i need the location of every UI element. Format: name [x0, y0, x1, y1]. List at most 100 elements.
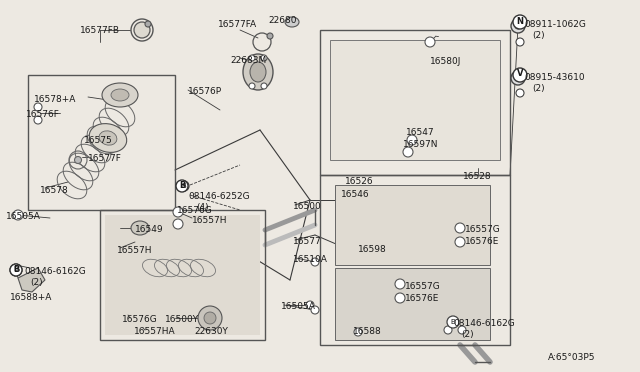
- Text: 16580J: 16580J: [430, 57, 461, 66]
- Circle shape: [516, 89, 524, 97]
- Text: 16576G: 16576G: [177, 206, 212, 215]
- Text: N: N: [516, 16, 524, 26]
- Text: 16588: 16588: [353, 327, 381, 336]
- Text: B: B: [182, 183, 186, 189]
- Circle shape: [173, 207, 183, 217]
- Text: 16577FB: 16577FB: [80, 26, 120, 35]
- Circle shape: [261, 83, 267, 89]
- Circle shape: [176, 180, 188, 192]
- Text: 08146-6162G: 08146-6162G: [24, 267, 86, 276]
- Text: 16557H: 16557H: [117, 246, 152, 255]
- Text: 16557HA: 16557HA: [134, 327, 175, 336]
- Ellipse shape: [243, 54, 273, 90]
- Text: B: B: [451, 319, 456, 325]
- Text: 22680: 22680: [268, 16, 296, 25]
- Circle shape: [261, 55, 267, 61]
- Circle shape: [395, 279, 405, 289]
- Bar: [330, 40, 500, 160]
- Circle shape: [311, 306, 319, 314]
- Circle shape: [444, 326, 452, 334]
- Text: 16576P: 16576P: [188, 87, 222, 96]
- Circle shape: [173, 219, 183, 229]
- Text: 16577: 16577: [293, 237, 322, 246]
- Ellipse shape: [111, 89, 129, 101]
- Ellipse shape: [90, 124, 127, 153]
- Circle shape: [145, 21, 151, 27]
- Ellipse shape: [285, 17, 299, 27]
- Circle shape: [515, 23, 521, 29]
- Circle shape: [134, 22, 150, 38]
- Circle shape: [403, 147, 413, 157]
- Text: 16505A: 16505A: [6, 212, 41, 221]
- Text: 08915-43610: 08915-43610: [524, 73, 584, 82]
- Bar: [335, 268, 490, 340]
- Circle shape: [198, 306, 222, 330]
- Ellipse shape: [250, 62, 266, 82]
- Circle shape: [249, 83, 255, 89]
- Text: 22683M: 22683M: [230, 56, 266, 65]
- Polygon shape: [18, 268, 45, 292]
- Text: V: V: [516, 70, 524, 78]
- Circle shape: [306, 301, 314, 309]
- Text: 16557G: 16557G: [405, 282, 441, 291]
- Text: 16576F: 16576F: [26, 110, 60, 119]
- Circle shape: [10, 264, 22, 276]
- Text: 16576G: 16576G: [122, 315, 157, 324]
- Text: 22630Y: 22630Y: [194, 327, 228, 336]
- Bar: [320, 30, 510, 175]
- Text: 16576E: 16576E: [465, 237, 499, 246]
- Circle shape: [425, 37, 435, 47]
- Circle shape: [407, 135, 417, 145]
- Text: B: B: [179, 180, 185, 189]
- Ellipse shape: [102, 83, 138, 107]
- Text: 16578+A: 16578+A: [34, 95, 76, 104]
- Ellipse shape: [131, 221, 149, 235]
- Text: 16578: 16578: [40, 186, 68, 195]
- Bar: [335, 185, 490, 265]
- Circle shape: [455, 237, 465, 247]
- Circle shape: [10, 264, 22, 276]
- Text: 08146-6252G: 08146-6252G: [188, 192, 250, 201]
- Text: 16546: 16546: [341, 190, 370, 199]
- Bar: [105, 215, 260, 335]
- Circle shape: [516, 38, 524, 46]
- Text: A:65°03P5: A:65°03P5: [548, 353, 595, 362]
- Circle shape: [513, 15, 527, 29]
- Text: B: B: [13, 266, 19, 272]
- Text: (4): (4): [196, 203, 209, 212]
- Circle shape: [74, 157, 81, 164]
- Text: 16577F: 16577F: [88, 154, 122, 163]
- Text: 16557G: 16557G: [465, 225, 500, 234]
- Text: 16505A: 16505A: [281, 302, 316, 311]
- Text: 16576E: 16576E: [405, 294, 440, 303]
- Circle shape: [511, 19, 525, 33]
- Circle shape: [249, 55, 255, 61]
- Text: 16526: 16526: [345, 177, 374, 186]
- Bar: [28, 75, 175, 210]
- Text: 16500Y: 16500Y: [165, 315, 199, 324]
- Text: 08146-6162G: 08146-6162G: [453, 319, 515, 328]
- Text: 16500: 16500: [293, 202, 322, 211]
- Text: 16577FA: 16577FA: [218, 20, 257, 29]
- Circle shape: [204, 312, 216, 324]
- Circle shape: [34, 103, 42, 111]
- Text: B: B: [13, 264, 19, 273]
- Circle shape: [511, 71, 525, 85]
- Text: 16598: 16598: [358, 245, 387, 254]
- Text: 16588+A: 16588+A: [10, 293, 52, 302]
- Circle shape: [455, 223, 465, 233]
- Text: 16528: 16528: [463, 172, 492, 181]
- Ellipse shape: [99, 131, 117, 145]
- Circle shape: [311, 258, 319, 266]
- Text: (2): (2): [532, 84, 545, 93]
- Text: 08911-1062G: 08911-1062G: [524, 20, 586, 29]
- Text: 16547: 16547: [406, 128, 435, 137]
- Text: 16557H: 16557H: [192, 216, 227, 225]
- Circle shape: [513, 68, 527, 82]
- Circle shape: [267, 33, 273, 39]
- Circle shape: [179, 181, 189, 191]
- Circle shape: [458, 326, 466, 334]
- Text: 16549: 16549: [135, 225, 164, 234]
- Text: 16597N: 16597N: [403, 140, 438, 149]
- Circle shape: [395, 293, 405, 303]
